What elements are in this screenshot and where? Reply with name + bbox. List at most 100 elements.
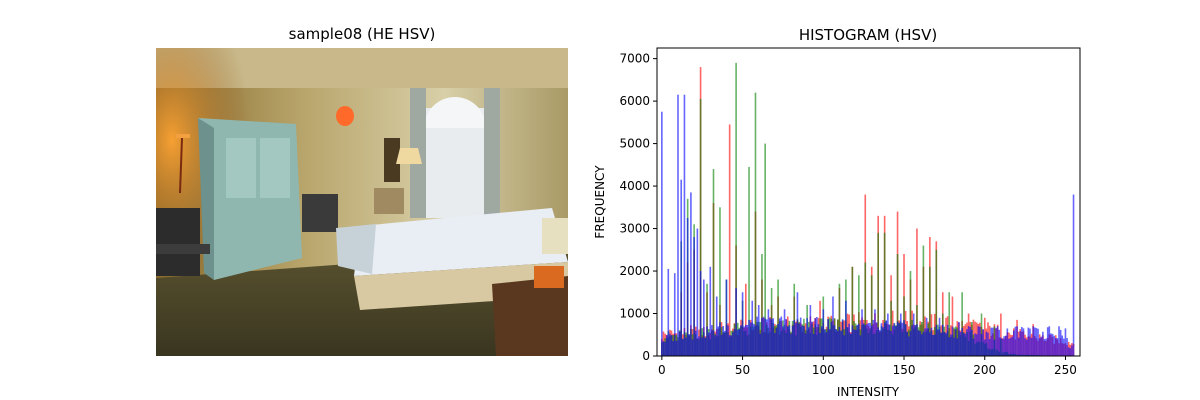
bar-blue-202: [987, 332, 989, 356]
bar-blue-63: [762, 316, 765, 356]
bar-blue-238: [1045, 338, 1047, 356]
bar-green-170: [935, 249, 938, 356]
bar-green-138: [883, 232, 886, 356]
bedroom-photo: [156, 48, 568, 356]
bar-blue-161: [920, 334, 923, 356]
bar-blue-255: [1072, 194, 1075, 356]
bar-blue-177: [946, 324, 949, 356]
bar-blue-19: [691, 339, 694, 356]
bar-blue-231: [1033, 327, 1036, 356]
bar-blue-51: [743, 326, 745, 356]
bar-blue-237: [1043, 338, 1046, 356]
axes-border: [656, 47, 1081, 357]
bar-blue-85: [798, 323, 800, 356]
bar-blue-67: [769, 318, 771, 356]
y-tick-label-0: 0: [642, 349, 650, 363]
bar-blue-180: [951, 326, 954, 356]
bar-blue-78: [786, 326, 789, 356]
bar-blue-196: [977, 326, 980, 356]
bar-blue-157: [914, 325, 917, 356]
bar-blue-225: [1024, 338, 1026, 356]
bar-blue-84: [796, 292, 799, 356]
bar-blue-122: [858, 323, 860, 356]
bar-green-142: [890, 300, 892, 356]
bar-blue-151: [904, 324, 907, 356]
bar-blue-136: [880, 323, 883, 356]
bar-blue-102: [825, 332, 828, 356]
bar-blue-155: [911, 325, 913, 356]
x-tick-label-200: 200: [973, 363, 996, 377]
bar-blue-169: [933, 334, 936, 356]
bar-blue-164: [925, 317, 928, 356]
bar-blue-204: [990, 327, 993, 356]
bar-blue-194: [974, 333, 976, 356]
bar-green-162: [922, 245, 925, 356]
bar-green-46: [735, 62, 737, 357]
bar-blue-27: [704, 337, 707, 356]
bar-blue-162: [922, 331, 925, 356]
bar-blue-175: [943, 332, 946, 356]
bar-blue-53: [746, 324, 749, 356]
bar-blue-130: [870, 325, 873, 356]
bar-blue-167: [930, 327, 933, 356]
bar-blue-93: [811, 321, 813, 356]
bar-blue-118: [851, 325, 854, 356]
bar-blue-184: [958, 322, 960, 356]
bar-blue-90: [806, 318, 808, 356]
bar-blue-22: [696, 228, 699, 356]
bar-blue-44: [732, 332, 734, 356]
bar-blue-24: [699, 271, 702, 356]
bar-blue-52: [744, 324, 747, 356]
bar-blue-250: [1064, 328, 1067, 356]
plot-area: [661, 62, 1075, 357]
bar-blue-31: [711, 325, 713, 356]
series-red: [661, 67, 1075, 357]
bar-blue-1: [662, 341, 665, 356]
x-tick-label-100: 100: [812, 363, 835, 377]
bar-blue-174: [941, 324, 944, 356]
bar-blue-123: [859, 335, 862, 356]
bar-blue-149: [901, 322, 904, 356]
bar-blue-153: [908, 336, 910, 356]
bar-blue-80: [790, 333, 792, 356]
y-tick-label-7000: 7000: [619, 52, 650, 66]
bar-blue-236: [1042, 331, 1044, 356]
bar-blue-251: [1066, 338, 1068, 356]
bar-green-118: [851, 266, 854, 356]
bar-blue-216: [1009, 338, 1012, 356]
y-tick-label-6000: 6000: [619, 94, 650, 108]
bar-blue-227: [1027, 327, 1030, 356]
bar-blue-42: [728, 335, 731, 356]
bar-blue-108: [835, 329, 838, 356]
bar-red-200: [983, 317, 986, 356]
bar-blue-109: [837, 330, 839, 356]
bar-blue-107: [833, 325, 836, 356]
bar-blue-68: [770, 319, 773, 356]
bar-blue-47: [736, 329, 739, 356]
bar-blue-8: [673, 273, 676, 356]
bar-blue-0: [661, 111, 663, 356]
bar-blue-60: [757, 305, 760, 356]
bar-blue-129: [869, 322, 871, 356]
bar-blue-168: [932, 334, 934, 356]
bar-blue-235: [1040, 336, 1043, 356]
bar-blue-158: [916, 324, 918, 356]
bar-blue-96: [816, 316, 818, 356]
bar-green-54: [748, 166, 750, 356]
bar-blue-81: [791, 325, 794, 356]
bar-blue-134: [877, 327, 879, 356]
chart-title: HISTOGRAM (HSV): [799, 26, 937, 44]
bar-green-178: [948, 292, 951, 356]
bar-blue-144: [893, 323, 896, 356]
bar-blue-206: [993, 339, 996, 356]
bar-blue-245: [1056, 338, 1059, 356]
bar-blue-201: [985, 331, 988, 356]
bar-blue-152: [906, 331, 909, 356]
bar-blue-79: [788, 325, 791, 356]
bar-blue-197: [979, 326, 981, 356]
bar-blue-181: [953, 337, 955, 356]
bar-blue-94: [812, 334, 815, 356]
bar-blue-246: [1058, 326, 1060, 356]
bar-blue-119: [853, 329, 855, 356]
bar-blue-105: [830, 321, 833, 356]
